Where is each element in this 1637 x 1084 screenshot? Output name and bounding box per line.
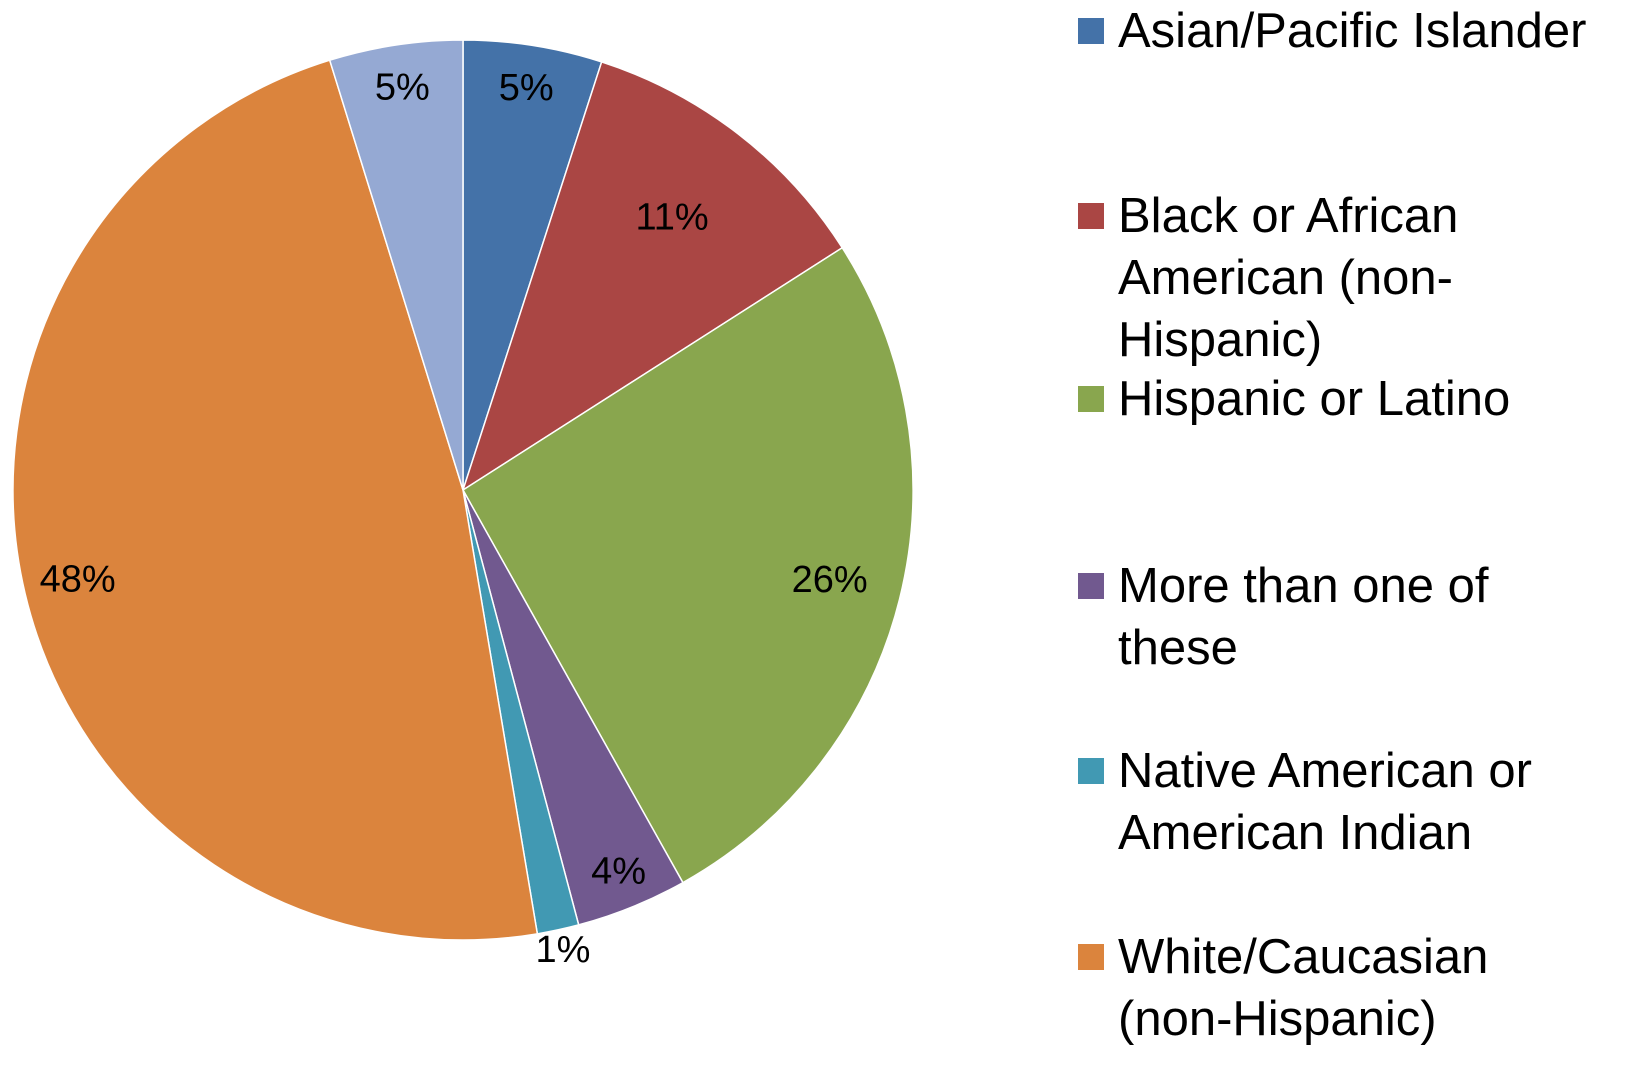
legend-swatch [1078, 203, 1104, 229]
pie-slice [461, 246, 914, 884]
legend-label: Asian/Pacific Islander [1118, 4, 1587, 58]
legend-label: Black or African American (non- Hispanic… [1118, 189, 1459, 367]
legend-swatch [1078, 386, 1104, 412]
pie-slices [12, 39, 914, 941]
legend-swatch [1078, 758, 1104, 784]
legend-swatch [1078, 18, 1104, 44]
slice-data-label: 48% [40, 559, 116, 601]
legend-swatch [1078, 573, 1104, 599]
pie-data-labels: 5% 11% 26% 4%1% 48% 5% [40, 67, 868, 971]
legend-swatch [1078, 944, 1104, 970]
legend-label: White/Caucasian (non-Hispanic) [1118, 930, 1489, 1046]
pie-slice [328, 39, 464, 491]
legend-label: Hispanic or Latino [1118, 372, 1511, 426]
slice-data-label: 4% [591, 851, 646, 893]
pie-slice [12, 59, 539, 941]
slice-data-label: 26% [792, 559, 868, 601]
legend-label: More than one of these [1118, 559, 1489, 675]
pie-slice [461, 60, 844, 492]
slice-data-label: 1% [535, 929, 590, 971]
slice-data-label: 5% [375, 67, 430, 109]
slice-data-label: 11% [635, 196, 708, 238]
legend-label: Native American or American Indian [1118, 744, 1532, 860]
legend: Asian/Pacific Islander Black or African A… [1078, 0, 1637, 1084]
slice-data-label: 5% [499, 67, 554, 109]
